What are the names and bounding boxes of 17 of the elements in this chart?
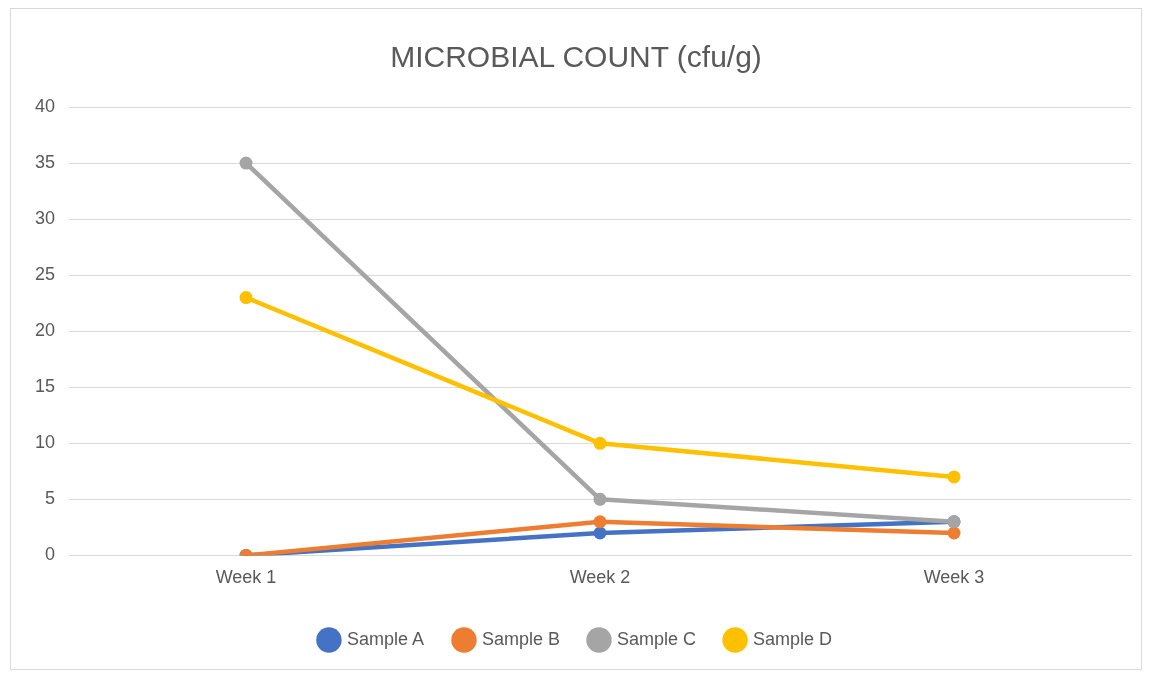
y-tick-label: 5: [45, 488, 56, 509]
x-tick-label: Week 3: [923, 567, 985, 588]
x-tick-label: Week 2: [569, 567, 631, 588]
y-tick-label: 40: [34, 95, 56, 116]
legend-label: Sample C: [617, 628, 697, 649]
x-tick-label: Week 1: [215, 567, 277, 588]
chart-title: MICROBIAL COUNT (cfu/g): [390, 40, 762, 74]
y-tick-label: 0: [45, 544, 56, 565]
y-tick-label: 20: [34, 320, 56, 341]
legend-label: Sample A: [346, 628, 424, 649]
legend-label: Sample B: [481, 628, 561, 649]
y-tick-label: 35: [34, 152, 56, 173]
y-tick-label: 30: [34, 208, 56, 229]
y-tick-label: 15: [34, 376, 56, 397]
y-tick-label: 25: [34, 264, 56, 285]
y-tick-label: 10: [34, 432, 56, 453]
legend-label: Sample D: [753, 628, 833, 649]
